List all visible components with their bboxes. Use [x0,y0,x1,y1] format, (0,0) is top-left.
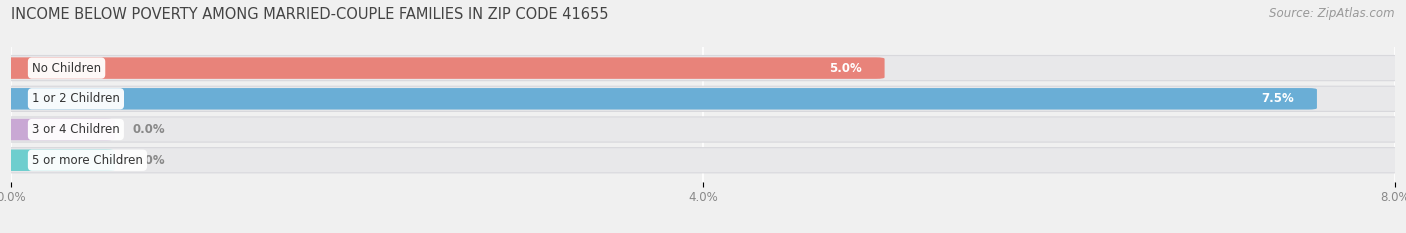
Text: 0.0%: 0.0% [132,154,165,167]
Text: INCOME BELOW POVERTY AMONG MARRIED-COUPLE FAMILIES IN ZIP CODE 41655: INCOME BELOW POVERTY AMONG MARRIED-COUPL… [11,7,609,22]
Text: 7.5%: 7.5% [1261,92,1295,105]
Text: 5 or more Children: 5 or more Children [32,154,143,167]
Text: 0.0%: 0.0% [132,123,165,136]
FancyBboxPatch shape [3,119,115,140]
FancyBboxPatch shape [1,55,1405,81]
FancyBboxPatch shape [1,117,1405,142]
FancyBboxPatch shape [3,88,1317,110]
FancyBboxPatch shape [1,86,1405,111]
FancyBboxPatch shape [3,57,884,79]
Text: 1 or 2 Children: 1 or 2 Children [32,92,120,105]
Text: Source: ZipAtlas.com: Source: ZipAtlas.com [1270,7,1395,20]
Text: 5.0%: 5.0% [830,62,862,75]
Text: No Children: No Children [32,62,101,75]
FancyBboxPatch shape [1,148,1405,173]
Text: 3 or 4 Children: 3 or 4 Children [32,123,120,136]
FancyBboxPatch shape [3,150,115,171]
